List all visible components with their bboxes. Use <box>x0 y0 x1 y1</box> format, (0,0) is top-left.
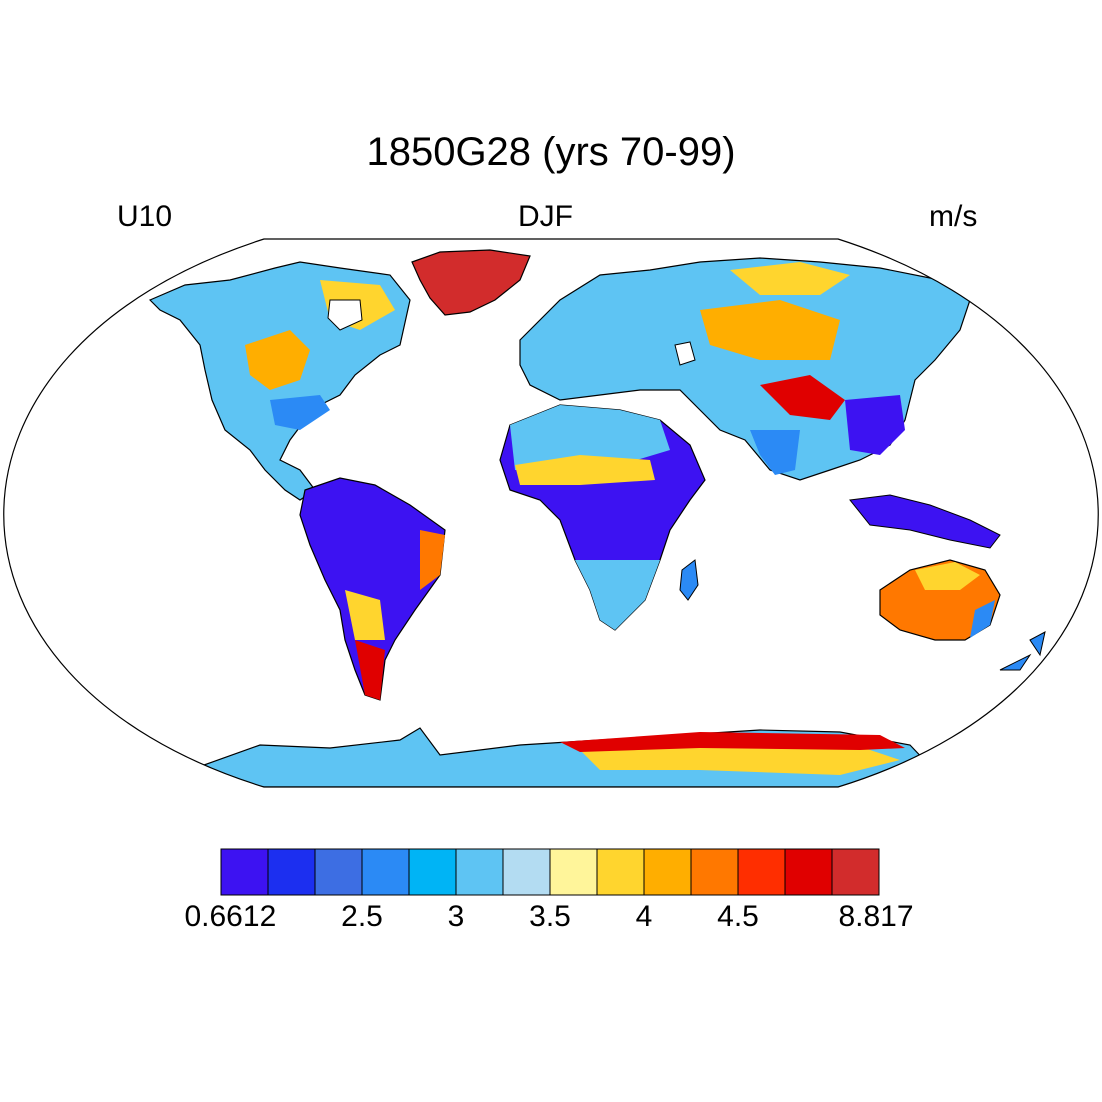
region-australia-east <box>970 600 995 638</box>
region-india <box>750 430 800 475</box>
region-patagonia <box>355 640 385 700</box>
variable-label: U10 <box>117 200 173 233</box>
region-tibet <box>760 375 845 420</box>
colorbar-box <box>737 848 786 896</box>
colorbar-box <box>831 848 880 896</box>
map-field <box>148 249 1046 787</box>
region-hudson-bay <box>327 299 363 331</box>
region-sahara <box>510 405 670 470</box>
map-boundary <box>3 238 1099 788</box>
units-label: m/s <box>929 200 978 233</box>
colorbar <box>220 848 880 896</box>
colorbar-box <box>643 848 692 896</box>
colorbar-tick-label: 3 <box>447 900 465 933</box>
region-sa-south <box>345 590 385 640</box>
region-antarctica-coast <box>560 732 905 752</box>
region-na-east <box>270 395 330 430</box>
region-sahel <box>515 455 655 485</box>
colorbar-box <box>408 848 457 896</box>
colorbar-tick-label: 4.5 <box>717 900 759 933</box>
season-label: DJF <box>518 200 573 233</box>
colorbar-box <box>220 848 269 896</box>
region-australia-north <box>915 562 980 590</box>
colorbar-box <box>784 848 833 896</box>
colorbar-tick-label: 0.661 <box>184 900 260 933</box>
colorbar-box <box>314 848 363 896</box>
region-madagascar <box>679 559 699 601</box>
region-south-africa <box>575 560 660 630</box>
colorbar-box <box>267 848 316 896</box>
region-siberia-north <box>730 262 850 295</box>
colorbar-box <box>502 848 551 896</box>
region-indonesia <box>849 494 1001 549</box>
region-greenland <box>411 249 531 316</box>
region-south-america <box>299 477 446 701</box>
region-sa-east <box>420 530 445 590</box>
region-caspian <box>674 341 696 366</box>
region-central-asia <box>700 300 840 360</box>
region-na-hotspot <box>245 330 310 390</box>
colorbar-box <box>549 848 598 896</box>
colorbar-tick-label: 2.5 <box>341 900 383 933</box>
plot-title: 1850G28 (yrs 70-99) <box>366 130 736 174</box>
region-new-zealand <box>999 631 1046 671</box>
colorbar-box <box>690 848 739 896</box>
colorbar-tick-label: 8.817 <box>838 900 914 933</box>
region-southeast-asia <box>845 395 905 455</box>
colorbar-box <box>455 848 504 896</box>
colorbar-tick-label: 4 <box>635 900 653 933</box>
colorbar-tick-label: 3.5 <box>529 900 571 933</box>
colorbar-box <box>596 848 645 896</box>
colorbar-tick-label: 2 <box>259 900 277 933</box>
colorbar-box <box>361 848 410 896</box>
